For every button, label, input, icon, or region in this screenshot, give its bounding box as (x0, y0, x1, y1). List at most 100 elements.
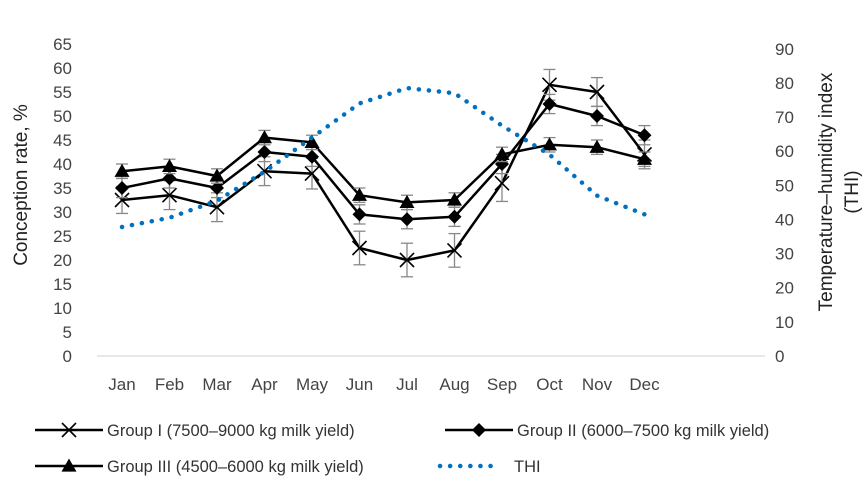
data-point (494, 146, 510, 161)
data-point (446, 242, 463, 258)
y2-tick-label: 10 (775, 313, 794, 332)
y2-tick-label: 50 (775, 176, 794, 195)
legend-marker (472, 423, 486, 437)
data-point (495, 157, 509, 171)
data-point (399, 252, 415, 268)
y-tick-label: 10 (53, 299, 72, 318)
data-point (542, 97, 557, 111)
x-marker-stroke (114, 192, 130, 208)
data-point (305, 149, 319, 164)
y2-axis-label-line2: (THI) (842, 170, 863, 213)
x-marker-stroke (589, 84, 605, 100)
y2-tick-label: 40 (775, 210, 794, 229)
y-tick-label: 20 (53, 251, 72, 270)
data-point (400, 212, 414, 227)
x-tick-label: Dec (629, 375, 660, 394)
x-marker-stroke (209, 199, 225, 215)
x-tick-label: Jul (396, 375, 418, 394)
data-point (209, 199, 225, 215)
data-point (209, 168, 225, 182)
x-tick-label: May (296, 375, 329, 394)
data-point (114, 163, 130, 177)
y-tick-label: 0 (63, 347, 72, 366)
y2-tick-label: 30 (775, 245, 794, 264)
legend-entry: Group III (4500–6000 kg milk yield) (35, 458, 364, 476)
data-point (351, 240, 368, 256)
x-marker-stroke (541, 77, 558, 93)
x-tick-label: Feb (155, 375, 184, 394)
data-point (589, 84, 605, 100)
data-point (447, 209, 462, 224)
legend-marker (61, 458, 77, 472)
legend-label: Group II (6000–7500 kg milk yield) (517, 422, 769, 440)
legend-label: THI (514, 458, 541, 476)
data-point (542, 137, 557, 151)
data-point (162, 171, 177, 186)
data-point (589, 139, 605, 153)
data-point (257, 130, 272, 144)
y-tick-label: 60 (53, 59, 72, 78)
x-tick-label: Nov (582, 375, 613, 394)
y-tick-label: 55 (53, 83, 72, 102)
plot-area (114, 68, 653, 278)
data-point (637, 128, 652, 143)
y-tick-label: 25 (53, 227, 72, 246)
series-line (121, 102, 645, 221)
axes: 0 5 10 15 20 25 30 35 40 45 50 55 60 65 0 10 20 30 40 50 60… (11, 35, 863, 394)
series-triangle (114, 129, 652, 211)
x-marker-stroke (161, 187, 178, 203)
data-point (352, 187, 367, 201)
series-line (121, 136, 645, 204)
x-marker-stroke (399, 252, 415, 268)
x-marker-stroke (61, 422, 77, 438)
data-point (161, 187, 178, 203)
x-tick-label: Apr (251, 375, 278, 394)
series-dotted (119, 85, 647, 230)
data-point (304, 134, 320, 149)
data-point (541, 77, 558, 93)
legend-marker (61, 422, 77, 438)
y2-tick-label: 20 (775, 279, 794, 298)
x-tick-label: Sep (487, 375, 517, 394)
data-point (162, 158, 177, 173)
x-marker-stroke (351, 240, 368, 256)
y2-tick-label: 60 (775, 142, 794, 161)
thi-line (119, 85, 647, 230)
x-tick-label: Jan (108, 375, 135, 394)
series-x (114, 68, 653, 278)
y2-tick-label: 90 (775, 40, 794, 59)
y-tick-label: 65 (53, 35, 72, 54)
legend-label: Group I (7500–9000 kg milk yield) (107, 422, 355, 440)
legend-label: Group III (4500–6000 kg milk yield) (107, 458, 364, 476)
y-axis-label: Conception rate, % (11, 104, 32, 266)
data-point (447, 192, 462, 206)
data-point (352, 207, 367, 222)
y2-tick-label: 80 (775, 74, 794, 93)
y2-tick-label: 70 (775, 108, 794, 127)
y-tick-label: 15 (53, 275, 72, 294)
x-tick-label: Aug (439, 375, 469, 394)
y-tick-label: 50 (53, 107, 72, 126)
y-tick-label: 5 (63, 323, 72, 342)
data-point (114, 192, 130, 208)
data-point (637, 151, 652, 165)
x-marker-stroke (446, 242, 463, 258)
x-marker-stroke (304, 166, 320, 182)
y2-axis-ticks: 0 10 20 30 40 50 60 70 80 90 (775, 40, 794, 366)
data-point (494, 175, 510, 191)
y2-tick-label: 0 (775, 347, 784, 366)
y-axis-ticks: 0 5 10 15 20 25 30 35 40 45 50 55 60 65 (53, 35, 72, 366)
data-point (590, 109, 604, 123)
legend-entry: Group II (6000–7500 kg milk yield) (445, 422, 769, 440)
legend-entry: Group I (7500–9000 kg milk yield) (35, 422, 355, 440)
x-tick-label: Mar (202, 375, 232, 394)
y-tick-label: 45 (53, 131, 72, 150)
y-tick-label: 35 (53, 179, 72, 198)
y-tick-label: 30 (53, 203, 72, 222)
x-tick-label: Oct (536, 375, 563, 394)
data-point (210, 181, 224, 195)
x-tick-label: Jun (346, 375, 373, 394)
data-point (257, 145, 272, 159)
x-axis-ticks: Jan Feb Mar Apr May Jun Jul Aug Sep Oct Nov Dec (108, 375, 660, 394)
